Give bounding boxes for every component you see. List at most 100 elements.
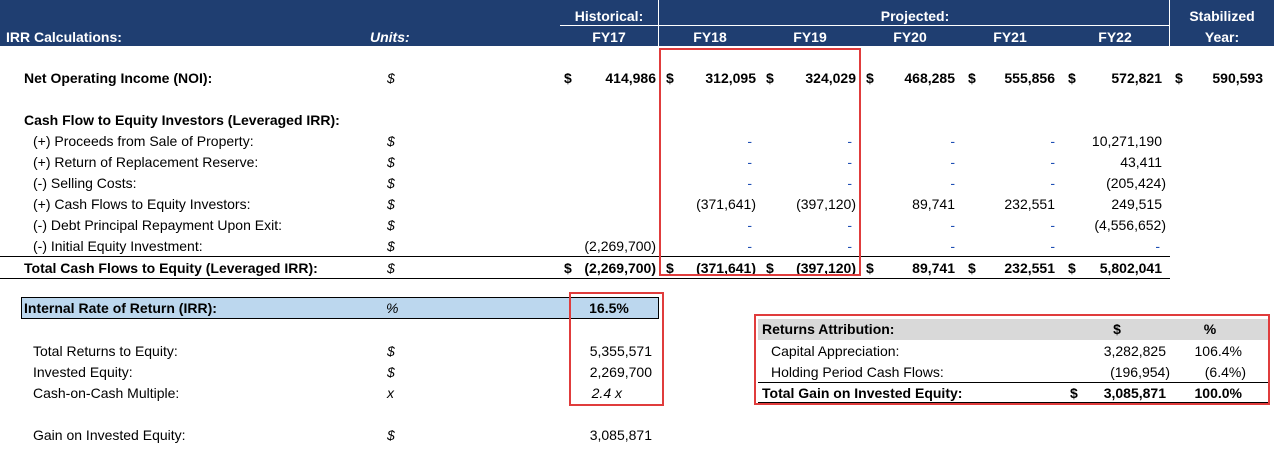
currency-sign: $ — [1068, 70, 1076, 86]
cell-fy18: - — [747, 217, 752, 233]
currency-sign: $ — [866, 260, 874, 276]
cell-fy22: - — [1155, 238, 1160, 254]
row-label: (+) Proceeds from Sale of Property: — [33, 133, 254, 149]
cell-fy19: - — [847, 175, 852, 191]
currency-sign: $ — [666, 70, 674, 86]
attribution-total-rule-bottom — [758, 402, 1268, 403]
cell-fy20: - — [950, 217, 955, 233]
gain-label: Gain on Invested Equity: — [33, 427, 186, 443]
total-fy20: 89,741 — [912, 260, 955, 276]
noi-label: Net Operating Income (NOI): — [24, 70, 213, 86]
currency-sign: $ — [968, 70, 976, 86]
attribution-total-value: 3,085,871 — [1103, 385, 1166, 401]
returns-value: 2,269,700 — [589, 364, 652, 380]
returns-unit: $ — [387, 343, 395, 359]
noi-fy19: 324,029 — [805, 70, 856, 86]
cell-fy20: - — [950, 175, 955, 191]
returns-unit: x — [387, 385, 394, 401]
cell-fy22: 43,411 — [1120, 154, 1162, 170]
row-label: (-) Debt Principal Repayment Upon Exit: — [33, 217, 282, 233]
cell-fy21: - — [1050, 175, 1055, 191]
returns-label: Total Returns to Equity: — [33, 343, 178, 359]
year-fy19: FY19 — [793, 29, 827, 45]
noi-stabilized: 590,593 — [1212, 70, 1263, 86]
attribution-pct: (6.4%) — [1204, 364, 1246, 380]
cell-fy20: - — [950, 154, 955, 170]
cell-fy21: - — [1050, 238, 1055, 254]
currency-sign: $ — [866, 70, 874, 86]
total-rule-bottom — [0, 278, 1170, 279]
row-label: (-) Initial Equity Investment: — [33, 238, 203, 254]
row-unit: $ — [387, 133, 395, 149]
cell-fy19: - — [847, 217, 852, 233]
projected-header: Projected: — [880, 8, 950, 24]
currency-sign: $ — [1175, 70, 1183, 86]
irr-label: Internal Rate of Return (IRR): — [24, 300, 217, 316]
year-fy21: FY21 — [993, 29, 1027, 45]
row-label: (+) Return of Replacement Reserve: — [33, 154, 259, 170]
year-header: Year: — [1204, 29, 1240, 45]
total-fy21: 232,551 — [1004, 260, 1055, 276]
currency-sign: $ — [766, 260, 774, 276]
currency-sign: $ — [1070, 385, 1078, 401]
gain-unit: $ — [387, 427, 395, 443]
year-fy18: FY18 — [693, 29, 727, 45]
highlight-fy18-fy19 — [659, 48, 861, 276]
cf-section-title: Cash Flow to Equity Investors (Leveraged… — [24, 112, 340, 128]
noi-fy20: 468,285 — [904, 70, 955, 86]
currency-sign: $ — [1068, 260, 1076, 276]
total-rule-top — [0, 256, 1170, 257]
cell-fy18: - — [747, 175, 752, 191]
noi-unit: $ — [387, 70, 395, 86]
year-fy22: FY22 — [1098, 29, 1132, 45]
noi-fy22: 572,821 — [1111, 70, 1162, 86]
noi-fy18: 312,095 — [705, 70, 756, 86]
row-unit: $ — [387, 175, 395, 191]
cell-fy21: - — [1050, 133, 1055, 149]
row-unit: $ — [387, 217, 395, 233]
returns-unit: $ — [387, 364, 395, 380]
cell-fy19: - — [847, 133, 852, 149]
attribution-total-label: Total Gain on Invested Equity: — [762, 385, 963, 401]
total-fy22: 5,802,041 — [1099, 260, 1162, 276]
attribution-label: Holding Period Cash Flows: — [771, 364, 944, 380]
row-unit: $ — [387, 196, 395, 212]
total-unit: $ — [387, 260, 395, 276]
stabilized-header: Stabilized — [1189, 8, 1255, 24]
cell-fy19: - — [847, 238, 852, 254]
cell-fy20: - — [950, 238, 955, 254]
total-fy17: (2,269,700) — [584, 260, 656, 276]
cell-fy19: - — [847, 154, 852, 170]
attribution-value: 3,282,825 — [1103, 343, 1166, 359]
currency-sign: $ — [766, 70, 774, 86]
cell-fy21: - — [1050, 217, 1055, 233]
noi-fy17: 414,986 — [605, 70, 656, 86]
table-header: IRR Calculations: Units: Historical: Pro… — [0, 0, 1274, 46]
attribution-title: Returns Attribution: — [762, 321, 895, 337]
attribution-label: Capital Appreciation: — [771, 343, 900, 359]
irr-unit: % — [386, 300, 399, 316]
row-unit: $ — [387, 238, 395, 254]
historical-header: Historical: — [574, 8, 644, 24]
row-label: (+) Cash Flows to Equity Investors: — [33, 196, 251, 212]
attribution-pct: 106.4% — [1194, 343, 1242, 359]
cell-fy18: - — [747, 238, 752, 254]
attribution-total-pct: 100.0% — [1194, 385, 1242, 401]
total-label: Total Cash Flows to Equity (Leveraged IR… — [24, 260, 318, 276]
units-header: Units: — [370, 29, 410, 45]
cell-fy18: - — [747, 133, 752, 149]
cell-fy20: 89,741 — [912, 196, 955, 212]
highlight-attribution — [754, 314, 1270, 405]
total-fy18: (371,641) — [696, 260, 756, 276]
attribution-header-bg — [758, 319, 1268, 340]
returns-label: Cash-on-Cash Multiple: — [33, 385, 180, 401]
table-title: IRR Calculations: — [6, 29, 122, 45]
currency-sign: $ — [666, 260, 674, 276]
returns-label: Invested Equity: — [33, 364, 133, 380]
irr-highlight — [21, 297, 659, 319]
noi-fy21: 555,856 — [1004, 70, 1055, 86]
currency-sign: $ — [564, 260, 572, 276]
gain-value: 3,085,871 — [589, 427, 652, 443]
attribution-col-dollar: $ — [1113, 321, 1121, 337]
year-fy20: FY20 — [893, 29, 927, 45]
